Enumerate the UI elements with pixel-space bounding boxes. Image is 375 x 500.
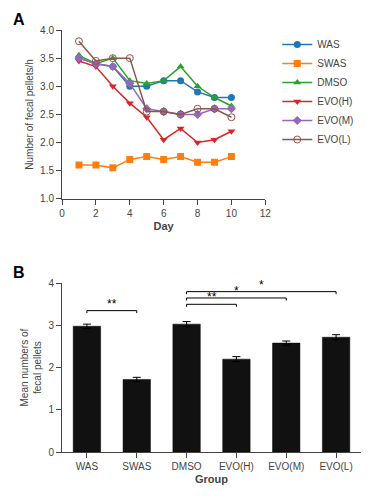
svg-text:EVO(H): EVO(H) <box>317 96 352 107</box>
svg-text:3.5: 3.5 <box>40 53 54 64</box>
svg-text:Day: Day <box>154 220 175 232</box>
svg-text:3.0: 3.0 <box>40 81 54 92</box>
svg-text:WAS: WAS <box>76 461 99 472</box>
svg-text:1.5: 1.5 <box>40 165 54 176</box>
svg-text:1.0: 1.0 <box>40 193 54 204</box>
svg-text:4.0: 4.0 <box>40 25 54 36</box>
svg-text:A: A <box>13 11 25 28</box>
svg-text:3: 3 <box>48 320 54 331</box>
svg-text:2: 2 <box>48 362 54 373</box>
svg-text:6: 6 <box>161 208 167 219</box>
svg-text:2.5: 2.5 <box>40 109 54 120</box>
svg-text:*: * <box>234 284 239 298</box>
svg-text:*: * <box>259 278 264 292</box>
svg-text:EVO(L): EVO(L) <box>317 134 350 145</box>
svg-text:EVO(M): EVO(M) <box>317 115 353 126</box>
svg-text:1: 1 <box>48 404 54 415</box>
svg-text:12: 12 <box>260 208 272 219</box>
svg-text:Number of fecal pellets/h: Number of fecal pellets/h <box>24 59 35 170</box>
svg-text:DMSO: DMSO <box>317 77 347 88</box>
svg-text:EVO(H): EVO(H) <box>219 461 254 472</box>
svg-text:10: 10 <box>226 208 238 219</box>
svg-text:**: ** <box>107 297 117 311</box>
svg-text:2: 2 <box>93 208 99 219</box>
svg-text:EVO(L): EVO(L) <box>319 461 352 472</box>
svg-text:0: 0 <box>48 447 54 458</box>
svg-text:4: 4 <box>127 208 133 219</box>
svg-text:EVO(M): EVO(M) <box>268 461 304 472</box>
svg-text:B: B <box>13 264 25 281</box>
svg-text:SWAS: SWAS <box>317 58 346 69</box>
svg-text:DMSO: DMSO <box>172 461 202 472</box>
svg-text:2.0: 2.0 <box>40 137 54 148</box>
svg-text:SWAS: SWAS <box>122 461 151 472</box>
svg-text:8: 8 <box>195 208 201 219</box>
svg-text:Group: Group <box>195 473 228 485</box>
svg-text:4: 4 <box>48 278 54 289</box>
svg-text:**: ** <box>207 290 217 304</box>
svg-text:WAS: WAS <box>317 39 340 50</box>
svg-text:0: 0 <box>59 208 65 219</box>
svg-text:Mean numbers offecal pellets: Mean numbers offecal pellets <box>19 328 43 406</box>
